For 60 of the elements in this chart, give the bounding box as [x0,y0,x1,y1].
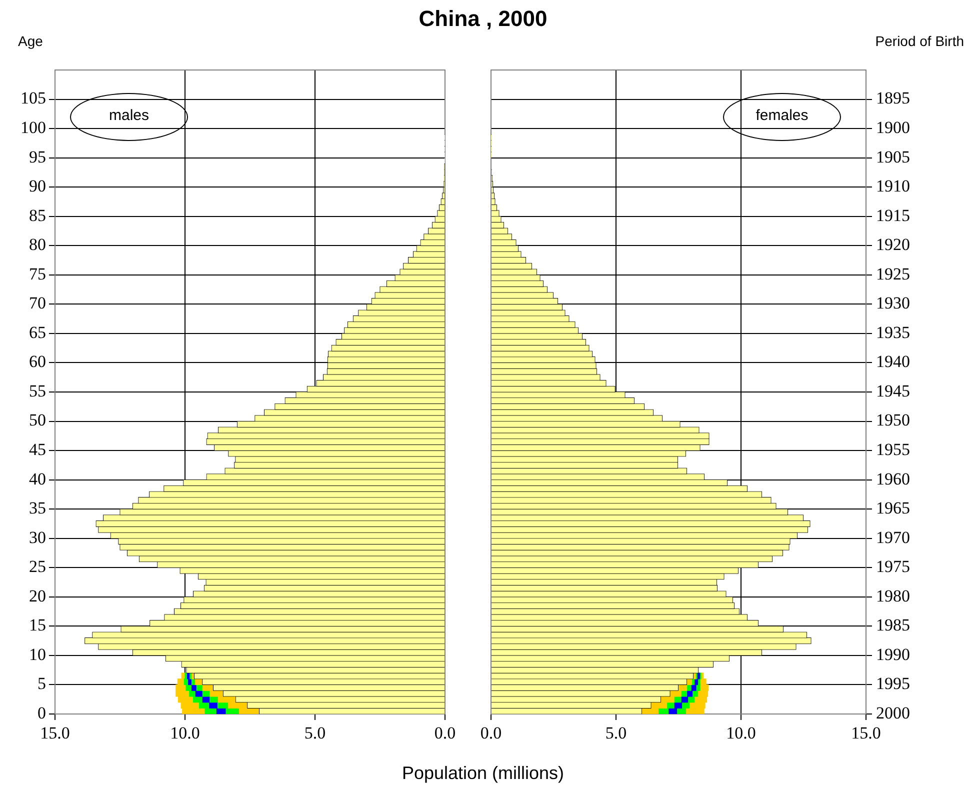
x-tick-label: 15.0 [851,724,881,743]
y2-tick-label: 1995 [876,674,910,694]
y-tick-label: 75 [29,264,46,284]
y2-tick-label: 2000 [876,703,910,722]
chart-title: China , 2000 [418,6,548,32]
y-tick-label: 85 [29,206,46,225]
annotation: males [108,107,149,124]
y-tick-label: 90 [29,176,46,196]
x-tick-label: 15.0 [40,724,70,743]
x-axis-title: Population (millions) [400,763,566,784]
y-tick-label: 60 [29,352,46,372]
y2-tick-label: 1905 [876,147,910,166]
y2-tick-label: 1895 [876,88,910,108]
y2-tick-label: 1990 [876,644,910,664]
y-axis-title: Age [18,33,43,49]
ellipse-outline: females [723,93,841,141]
y2-tick-label: 1925 [876,264,910,284]
x-tick-label: 5.0 [304,724,326,743]
y-tick-label: 50 [29,410,46,430]
y-tick-label: 70 [29,294,46,313]
y-tick-label: 5 [38,674,46,694]
x-tick-label: 0.0 [480,724,502,743]
y2-tick-label: 1955 [876,440,910,460]
x-tick-label: 0.0 [434,724,456,743]
y-tick-label: 35 [29,498,46,518]
annotation: females [756,107,808,124]
y2-tick-label: 1985 [876,616,910,635]
x-tick-label: 5.0 [605,724,627,743]
y-tick-label: 25 [29,557,46,576]
y-tick-label: 95 [29,147,46,166]
y2-tick-label: 1960 [876,469,910,488]
x-tick-label: 10.0 [726,724,756,743]
y2-tick-label: 1920 [876,235,910,254]
y2-tick-label: 1975 [876,557,910,576]
y2-tick-label: 1950 [876,410,910,430]
y2-axis-title: Period of Birth [875,33,964,49]
y-tick-label: 55 [29,381,46,400]
y-tick-label: 0 [38,703,46,722]
y-tick-label: 30 [29,528,46,547]
y-tick-label: 15 [29,616,46,635]
y-tick-label: 65 [29,322,46,342]
y2-tick-label: 1930 [876,294,910,313]
y-tick-label: 45 [29,440,46,460]
y2-tick-label: 1935 [876,322,910,342]
y-tick-label: 20 [29,586,46,606]
ellipse-outline: males [70,93,188,141]
y2-tick-label: 1980 [876,586,910,606]
y2-tick-label: 1965 [876,498,910,518]
y-tick-label: 10 [29,644,46,664]
y2-tick-label: 1900 [876,118,910,138]
y2-tick-label: 1970 [876,528,910,547]
y2-tick-label: 1910 [876,176,910,196]
y-tick-label: 105 [20,88,46,108]
y-tick-label: 80 [29,235,46,254]
y2-tick-label: 1915 [876,206,910,225]
x-tick-label: 10.0 [170,724,200,743]
y-tick-label: 40 [29,469,46,488]
y-tick-label: 100 [20,118,46,138]
y2-tick-label: 1945 [876,381,910,400]
y2-tick-label: 1940 [876,352,910,372]
